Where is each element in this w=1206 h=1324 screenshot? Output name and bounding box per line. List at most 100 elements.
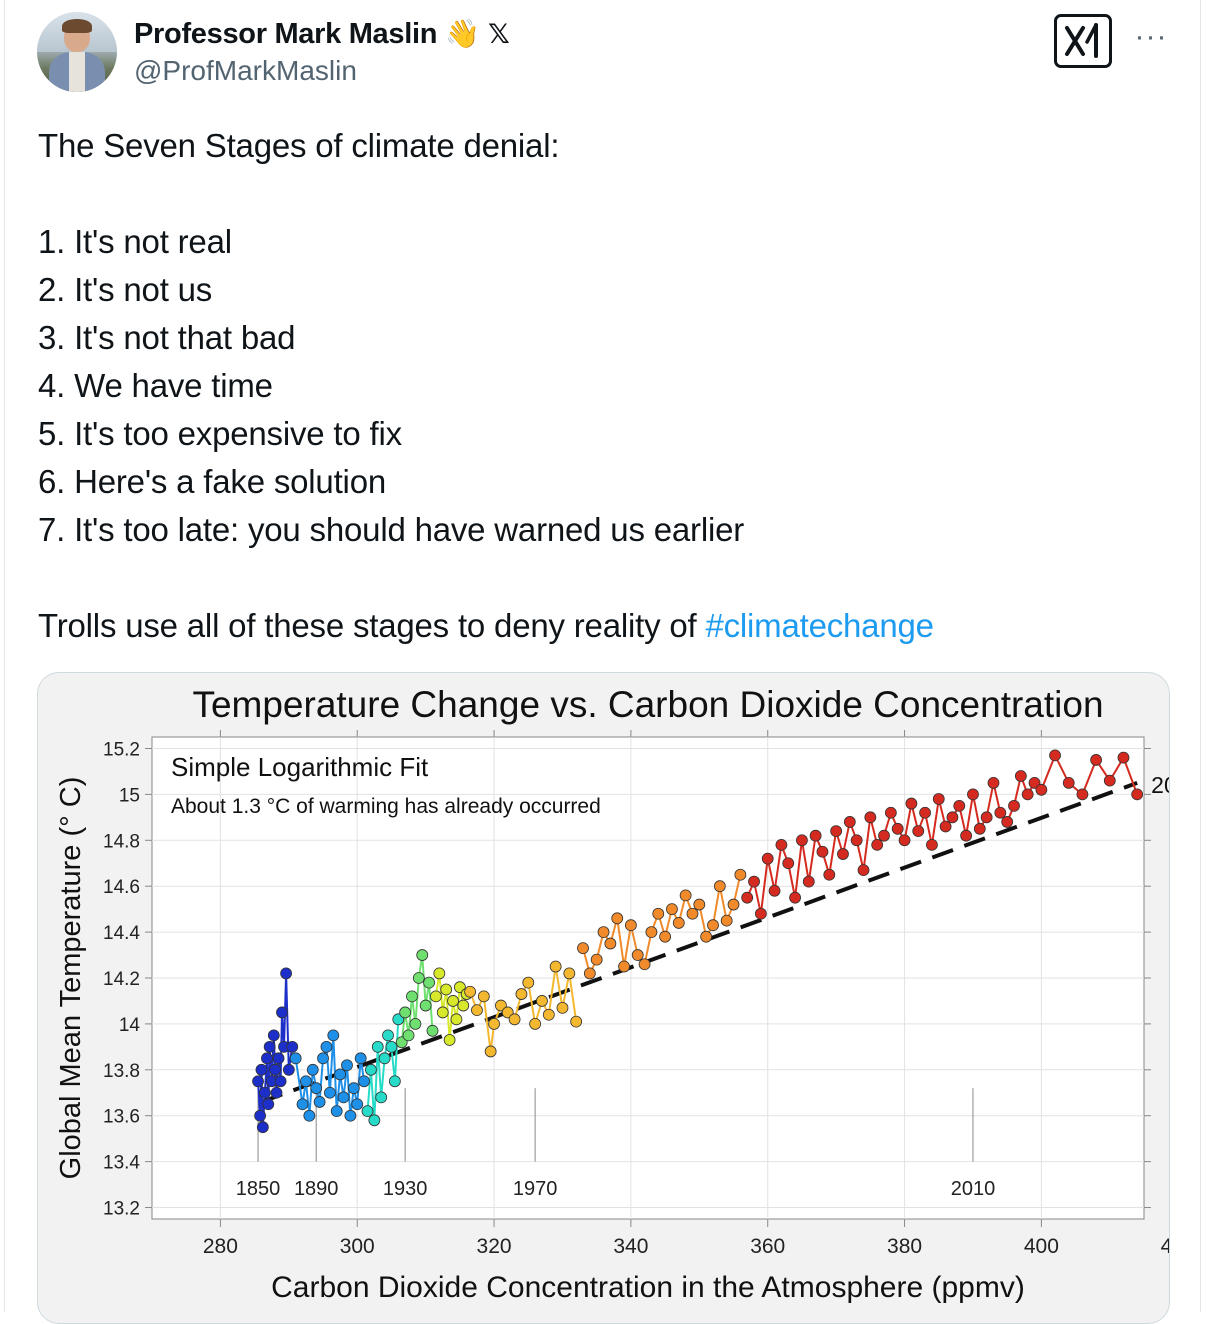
y-tick-label: 13.4 bbox=[103, 1153, 140, 1174]
data-point bbox=[707, 919, 719, 932]
data-point bbox=[317, 1052, 329, 1065]
timeline-border-right bbox=[1200, 0, 1201, 1312]
more-options-button[interactable]: ··· bbox=[1134, 22, 1168, 58]
avatar[interactable] bbox=[37, 12, 117, 92]
data-point bbox=[378, 1052, 391, 1065]
data-point bbox=[884, 806, 897, 819]
data-point bbox=[652, 907, 665, 920]
end-year-label: 2021 bbox=[1151, 772, 1169, 798]
data-point bbox=[256, 1121, 269, 1134]
data-point bbox=[980, 811, 993, 824]
data-point bbox=[563, 967, 576, 980]
data-point bbox=[624, 919, 637, 932]
author-name-row[interactable]: Professor Mark Maslin 👋 𝕏 bbox=[134, 14, 510, 54]
data-point bbox=[327, 1029, 340, 1042]
y-axis-label: Global Mean Temperature (° C) bbox=[55, 777, 87, 1180]
data-point bbox=[741, 891, 754, 904]
data-point bbox=[611, 912, 624, 925]
data-point bbox=[638, 958, 651, 971]
user-handle[interactable]: @ProfMarkMaslin bbox=[134, 55, 357, 86]
chart-title: Temperature Change vs. Carbon Dioxide Co… bbox=[192, 684, 1103, 725]
data-point bbox=[898, 834, 911, 847]
data-point bbox=[1014, 770, 1027, 782]
data-point bbox=[303, 1109, 316, 1122]
data-point bbox=[1021, 788, 1034, 801]
tweet-media-chart[interactable]: 280 300 320 340 360 380 400 420 13.2 13.4 13.6 13.8… bbox=[37, 672, 1170, 1324]
data-point bbox=[953, 799, 966, 812]
data-point bbox=[1049, 749, 1061, 762]
data-point bbox=[973, 822, 986, 835]
stage-item: 3. It's not that bad bbox=[38, 319, 296, 356]
data-point bbox=[987, 777, 1000, 789]
data-point bbox=[365, 1063, 377, 1076]
data-point bbox=[310, 1082, 323, 1095]
data-point bbox=[891, 822, 904, 835]
data-point bbox=[426, 1024, 439, 1037]
data-point bbox=[430, 990, 442, 1003]
data-point bbox=[734, 868, 747, 881]
data-point bbox=[261, 1052, 273, 1065]
data-point bbox=[926, 838, 938, 851]
hashtag-link[interactable]: #climatechange bbox=[705, 607, 934, 644]
data-point bbox=[330, 1105, 343, 1118]
data-point bbox=[409, 1018, 422, 1030]
tweet-text: The Seven Stages of climate denial: 1. I… bbox=[38, 122, 1178, 650]
data-point bbox=[388, 1075, 401, 1088]
data-point bbox=[354, 1052, 367, 1065]
data-point bbox=[782, 857, 795, 870]
timeline-border-left bbox=[4, 0, 5, 1312]
x-tick-label: 340 bbox=[613, 1235, 648, 1258]
stage-item: 6. Here's a fake solution bbox=[38, 463, 386, 500]
data-point bbox=[368, 1114, 381, 1127]
data-point bbox=[556, 1001, 569, 1014]
avatar-shirt bbox=[69, 52, 85, 92]
data-point bbox=[436, 1006, 449, 1019]
data-point bbox=[477, 990, 490, 1003]
data-point bbox=[686, 907, 699, 920]
x-tick-label: 360 bbox=[750, 1235, 785, 1258]
x-tick-label: 420 bbox=[1161, 1235, 1169, 1258]
avatar-hair bbox=[62, 19, 92, 33]
data-point bbox=[406, 990, 418, 1003]
data-point bbox=[748, 875, 760, 888]
x-logo-icon: 𝕏 bbox=[488, 18, 510, 49]
data-point bbox=[282, 1063, 295, 1076]
data-point bbox=[1062, 777, 1075, 789]
data-point bbox=[796, 834, 808, 847]
data-point bbox=[488, 1018, 500, 1030]
data-point bbox=[932, 793, 945, 805]
data-point bbox=[679, 889, 692, 902]
data-point bbox=[347, 1082, 360, 1095]
data-point bbox=[583, 967, 596, 980]
data-point bbox=[727, 898, 740, 911]
x-axis-label: Carbon Dioxide Concentration in the Atmo… bbox=[271, 1271, 1025, 1304]
x-tick-label: 320 bbox=[477, 1235, 512, 1258]
data-point bbox=[351, 1098, 364, 1111]
data-point bbox=[864, 811, 877, 824]
data-point bbox=[802, 875, 815, 888]
closing-text: Trolls use all of these stages to deny r… bbox=[38, 607, 706, 644]
data-point bbox=[837, 848, 849, 860]
data-point bbox=[761, 852, 774, 865]
display-name[interactable]: Professor Mark Maslin bbox=[134, 17, 438, 50]
annotation-text: About 1.3 °C of warming has already occu… bbox=[171, 795, 601, 818]
data-point bbox=[272, 1052, 285, 1065]
y-tick-label: 13.2 bbox=[103, 1199, 140, 1220]
data-point bbox=[262, 1098, 275, 1111]
data-point bbox=[1103, 774, 1116, 787]
data-point bbox=[375, 1091, 388, 1104]
grok-button[interactable] bbox=[1054, 14, 1112, 68]
data-point bbox=[419, 999, 432, 1012]
data-point bbox=[267, 1029, 280, 1042]
data-point bbox=[1008, 799, 1020, 812]
data-point bbox=[720, 914, 733, 927]
data-point bbox=[402, 1029, 415, 1042]
data-point bbox=[443, 1034, 456, 1046]
data-point bbox=[334, 1068, 347, 1081]
data-point bbox=[830, 825, 843, 838]
data-point bbox=[269, 1063, 282, 1076]
year-marker-label: 1890 bbox=[294, 1178, 339, 1200]
data-point bbox=[286, 1040, 299, 1053]
waving-hand-icon: 👋 bbox=[445, 18, 481, 49]
data-point bbox=[631, 949, 644, 961]
